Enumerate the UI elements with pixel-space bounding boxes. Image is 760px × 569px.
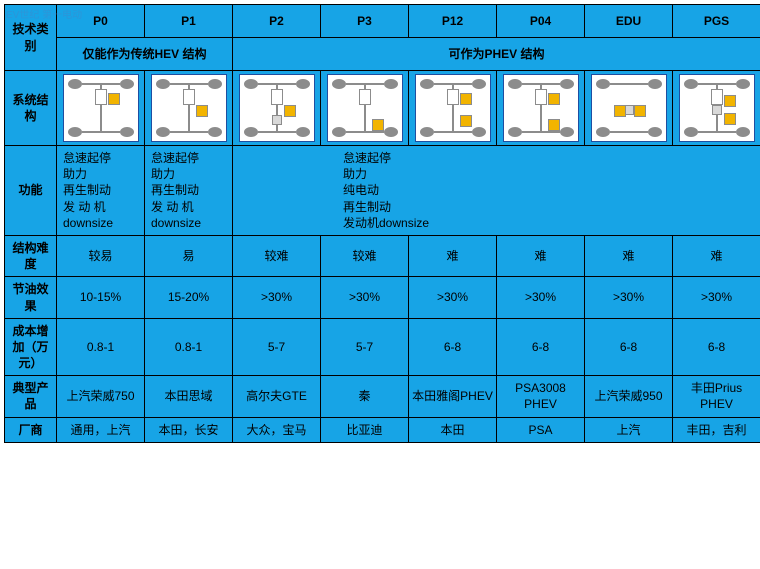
row-header-cost: 成本增加（万元） — [5, 318, 57, 376]
fuel-6: >30% — [585, 277, 673, 318]
hybrid-architecture-table: 技术类别 P0 P1 P2 P3 P12 P04 EDU PGS 仅能作为传统H… — [4, 4, 760, 443]
maker-5: PSA — [497, 417, 585, 442]
product-7: 丰田Prius PHEV — [673, 376, 760, 417]
product-5: PSA3008 PHEV — [497, 376, 585, 417]
row-function: 功能 怠速起停助力 再生制动发 动 机downsize 怠速起停助力 再生制动发… — [5, 146, 760, 236]
difficulty-7: 难 — [673, 235, 760, 276]
row-cost: 成本增加（万元） 0.8-1 0.8-1 5-7 5-7 6-8 6-8 6-8… — [5, 318, 760, 376]
fuel-3: >30% — [321, 277, 409, 318]
diagram-pgs — [673, 71, 760, 146]
cost-6: 6-8 — [585, 318, 673, 376]
maker-7: 丰田，吉利 — [673, 417, 760, 442]
product-1: 本田思域 — [145, 376, 233, 417]
fuel-5: >30% — [497, 277, 585, 318]
fuel-2: >30% — [233, 277, 321, 318]
row-difficulty: 结构难度 较易 易 较难 较难 难 难 难 难 — [5, 235, 760, 276]
col-p0: P0 — [57, 5, 145, 38]
fuel-7: >30% — [673, 277, 760, 318]
maker-0: 通用，上汽 — [57, 417, 145, 442]
diagram-p1 — [145, 71, 233, 146]
fuel-4: >30% — [409, 277, 497, 318]
col-edu: EDU — [585, 5, 673, 38]
row-header-fuel: 节油效果 — [5, 277, 57, 318]
difficulty-3: 较难 — [321, 235, 409, 276]
difficulty-6: 难 — [585, 235, 673, 276]
diagram-p12 — [409, 71, 497, 146]
row-header-product: 典型产品 — [5, 376, 57, 417]
row-maker: 厂商 通用，上汽 本田，长安 大众，宝马 比亚迪 本田 PSA 上汽 丰田，吉利 — [5, 417, 760, 442]
cost-7: 6-8 — [673, 318, 760, 376]
diagram-p2 — [233, 71, 321, 146]
group-phev: 可作为PHEV 结构 — [233, 38, 760, 71]
col-p2: P2 — [233, 5, 321, 38]
cost-3: 5-7 — [321, 318, 409, 376]
maker-3: 比亚迪 — [321, 417, 409, 442]
col-p12: P12 — [409, 5, 497, 38]
group-hev: 仅能作为传统HEV 结构 — [57, 38, 233, 71]
cost-5: 6-8 — [497, 318, 585, 376]
func-p1: 怠速起停助力 再生制动发 动 机downsize — [145, 146, 233, 236]
difficulty-1: 易 — [145, 235, 233, 276]
row-header-maker: 厂商 — [5, 417, 57, 442]
maker-2: 大众，宝马 — [233, 417, 321, 442]
maker-4: 本田 — [409, 417, 497, 442]
difficulty-2: 较难 — [233, 235, 321, 276]
product-6: 上汽荣威950 — [585, 376, 673, 417]
row-product: 典型产品 上汽荣威750 本田思域 高尔夫GTE 秦 本田雅阁PHEV PSA3… — [5, 376, 760, 417]
cost-1: 0.8-1 — [145, 318, 233, 376]
col-p04: P04 — [497, 5, 585, 38]
row-header-structure: 系统结构 — [5, 71, 57, 146]
cost-4: 6-8 — [409, 318, 497, 376]
col-pgs: PGS — [673, 5, 760, 38]
maker-1: 本田，长安 — [145, 417, 233, 442]
row-structure: 系统结构 — [5, 71, 760, 146]
difficulty-0: 较易 — [57, 235, 145, 276]
row-header-function: 功能 — [5, 146, 57, 236]
cost-0: 0.8-1 — [57, 318, 145, 376]
diagram-edu — [585, 71, 673, 146]
cost-2: 5-7 — [233, 318, 321, 376]
product-4: 本田雅阁PHEV — [409, 376, 497, 417]
product-0: 上汽荣威750 — [57, 376, 145, 417]
fuel-0: 10-15% — [57, 277, 145, 318]
diagram-p3 — [321, 71, 409, 146]
fuel-1: 15-20% — [145, 277, 233, 318]
product-3: 秦 — [321, 376, 409, 417]
col-p3: P3 — [321, 5, 409, 38]
col-p1: P1 — [145, 5, 233, 38]
row-header-difficulty: 结构难度 — [5, 235, 57, 276]
row-fuel: 节油效果 10-15% 15-20% >30% >30% >30% >30% >… — [5, 277, 760, 318]
diagram-p04 — [497, 71, 585, 146]
product-2: 高尔夫GTE — [233, 376, 321, 417]
difficulty-4: 难 — [409, 235, 497, 276]
diagram-p0 — [57, 71, 145, 146]
maker-6: 上汽 — [585, 417, 673, 442]
row-header-tech-category: 技术类别 — [5, 5, 57, 71]
func-p0: 怠速起停助力 再生制动发 动 机downsize — [57, 146, 145, 236]
difficulty-5: 难 — [497, 235, 585, 276]
func-phev: 怠速起停助力 纯电动再生制动 发动机downsize — [233, 146, 760, 236]
